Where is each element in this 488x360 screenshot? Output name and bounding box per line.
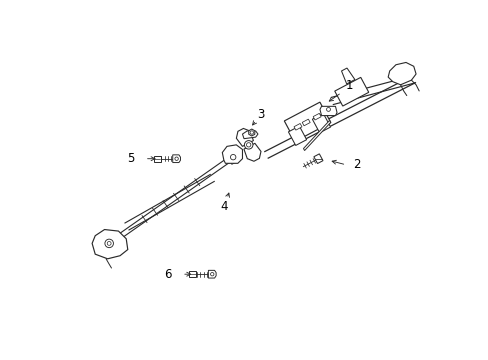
Polygon shape	[312, 113, 330, 133]
Polygon shape	[92, 230, 127, 259]
Polygon shape	[319, 106, 336, 116]
Polygon shape	[312, 113, 321, 120]
Polygon shape	[244, 143, 261, 161]
Circle shape	[246, 143, 250, 147]
Circle shape	[230, 154, 235, 160]
Polygon shape	[303, 120, 330, 150]
Polygon shape	[313, 154, 322, 163]
Polygon shape	[242, 131, 258, 139]
Polygon shape	[227, 156, 235, 164]
Circle shape	[326, 108, 330, 111]
Text: 5: 5	[127, 152, 134, 165]
Polygon shape	[153, 156, 161, 162]
Polygon shape	[172, 155, 180, 163]
Polygon shape	[387, 62, 415, 85]
Polygon shape	[248, 129, 254, 136]
Circle shape	[175, 157, 178, 161]
Text: 6: 6	[164, 268, 171, 281]
Polygon shape	[288, 126, 306, 145]
Polygon shape	[208, 270, 216, 278]
Circle shape	[244, 141, 252, 149]
Text: 3: 3	[257, 108, 264, 121]
Polygon shape	[341, 68, 354, 84]
Text: 4: 4	[220, 200, 227, 213]
Polygon shape	[189, 271, 196, 277]
Circle shape	[210, 273, 214, 276]
Polygon shape	[302, 119, 309, 126]
Circle shape	[107, 242, 111, 245]
Polygon shape	[236, 129, 253, 147]
Polygon shape	[222, 145, 242, 163]
Text: 2: 2	[353, 158, 360, 171]
Polygon shape	[114, 233, 120, 239]
Polygon shape	[284, 102, 330, 141]
Circle shape	[105, 239, 113, 248]
Circle shape	[249, 131, 253, 134]
Text: 1: 1	[345, 79, 352, 92]
Polygon shape	[334, 77, 368, 106]
Polygon shape	[293, 123, 302, 130]
